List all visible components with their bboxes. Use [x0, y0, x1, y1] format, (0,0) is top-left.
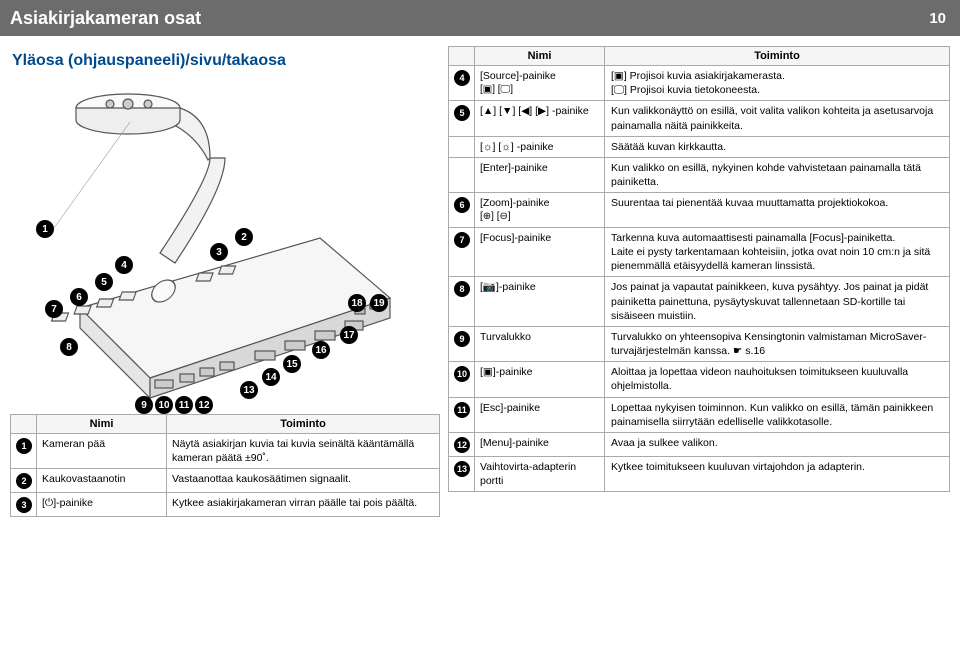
diagram-badge-1: 1 — [36, 220, 54, 238]
row-number: 7 — [449, 227, 475, 277]
diagram-badge-7: 7 — [45, 300, 63, 318]
row-number: 2 — [11, 469, 37, 493]
row-name: [Zoom]-painike[⊕] [⊖] — [475, 193, 605, 228]
row-number — [449, 136, 475, 157]
row-name: [☼] [☼] -painike — [475, 136, 605, 157]
table-row: 11[Esc]-painikeLopettaa nykyisen toiminn… — [449, 397, 950, 432]
row-desc: Kun valikko on esillä, nykyinen kohde va… — [605, 157, 950, 192]
th-blank-r — [449, 47, 475, 66]
row-number: 8 — [449, 277, 475, 327]
row-desc: Turvalukko on yhteensopiva Kensingtonin … — [605, 326, 950, 361]
row-number: 10 — [449, 362, 475, 397]
row-desc: Aloittaa ja lopettaa videon nauhoituksen… — [605, 362, 950, 397]
row-desc: Kytkee toimitukseen kuuluvan virtajohdon… — [605, 456, 950, 491]
diagram-badge-11: 11 — [175, 396, 193, 414]
table-row: 2KaukovastaanotinVastaanottaa kaukosääti… — [11, 469, 440, 493]
row-number: 3 — [11, 493, 37, 517]
diagram-badge-2: 2 — [235, 228, 253, 246]
page-title: Asiakirjakameran osat — [10, 8, 201, 29]
table-row: 10[▣]-painikeAloittaa ja lopettaa videon… — [449, 362, 950, 397]
row-number: 12 — [449, 432, 475, 456]
table-row: 5[▲] [▼] [◀] [▶] -painikeKun valikkonäyt… — [449, 101, 950, 136]
table-row: 1Kameran pääNäytä asiakirjan kuvia tai k… — [11, 434, 440, 469]
diagram-badge-5: 5 — [95, 273, 113, 291]
row-desc: Avaa ja sulkee valikon. — [605, 432, 950, 456]
diagram-badge-4: 4 — [115, 256, 133, 274]
row-number: 4 — [449, 66, 475, 101]
page-number: 10 — [929, 10, 946, 27]
table-row: [Enter]-painikeKun valikko on esillä, ny… — [449, 157, 950, 192]
diagram-badge-18: 18 — [348, 294, 366, 312]
row-name: [Esc]-painike — [475, 397, 605, 432]
table-row: 9TurvalukkoTurvalukko on yhteensopiva Ke… — [449, 326, 950, 361]
row-name: Turvalukko — [475, 326, 605, 361]
table-row: 12[Menu]-painikeAvaa ja sulkee valikon. — [449, 432, 950, 456]
table-row: 4[Source]-painike[▣] [🖵][▣] Projisoi kuv… — [449, 66, 950, 101]
table-row: 7[Focus]-painikeTarkenna kuva automaatti… — [449, 227, 950, 277]
diagram-badge-9: 9 — [135, 396, 153, 414]
table-row: 8[📷]-painikeJos painat ja vapautat paini… — [449, 277, 950, 327]
left-parts-table: Nimi Toiminto 1Kameran pääNäytä asiakirj… — [10, 414, 440, 517]
row-desc: Lopettaa nykyisen toiminnon. Kun valikko… — [605, 397, 950, 432]
row-name: Kameran pää — [37, 434, 167, 469]
row-number: 13 — [449, 456, 475, 491]
row-desc: Kun valikkonäyttö on esillä, voit valita… — [605, 101, 950, 136]
table-row: 6[Zoom]-painike[⊕] [⊖]Suurentaa tai pien… — [449, 193, 950, 228]
row-name: [⏻]-painike — [37, 493, 167, 517]
th-name: Nimi — [37, 415, 167, 434]
row-number: 9 — [449, 326, 475, 361]
th-blank — [11, 415, 37, 434]
diagram-badge-17: 17 — [340, 326, 358, 344]
row-desc: Kytkee asiakirjakameran virran päälle ta… — [167, 493, 440, 517]
device-diagram: 12345678910111213141516171819 — [10, 78, 430, 408]
diagram-badge-6: 6 — [70, 288, 88, 306]
row-name: [Source]-painike[▣] [🖵] — [475, 66, 605, 101]
table-row: 3[⏻]-painikeKytkee asiakirjakameran virr… — [11, 493, 440, 517]
diagram-badge-16: 16 — [312, 341, 330, 359]
th-name-r: Nimi — [475, 47, 605, 66]
row-name: [▲] [▼] [◀] [▶] -painike — [475, 101, 605, 136]
row-name: [Menu]-painike — [475, 432, 605, 456]
right-parts-table: Nimi Toiminto 4[Source]-painike[▣] [🖵][▣… — [448, 46, 950, 492]
page-header: Asiakirjakameran osat 10 — [0, 0, 960, 36]
row-desc: Jos painat ja vapautat painikkeen, kuva … — [605, 277, 950, 327]
row-number: 11 — [449, 397, 475, 432]
diagram-badge-12: 12 — [195, 396, 213, 414]
diagram-badge-14: 14 — [262, 368, 280, 386]
diagram-badge-19: 19 — [370, 294, 388, 312]
row-name: Vaihtovirta-adapterin portti — [475, 456, 605, 491]
diagram-badge-3: 3 — [210, 243, 228, 261]
table-row: 13Vaihtovirta-adapterin porttiKytkee toi… — [449, 456, 950, 491]
row-number: 6 — [449, 193, 475, 228]
diagram-badge-15: 15 — [283, 355, 301, 373]
th-func-r: Toiminto — [605, 47, 950, 66]
row-desc: Säätää kuvan kirkkautta. — [605, 136, 950, 157]
row-name: [Enter]-painike — [475, 157, 605, 192]
diagram-badge-10: 10 — [155, 396, 173, 414]
row-number: 1 — [11, 434, 37, 469]
row-desc: Suurentaa tai pienentää kuvaa muuttamatt… — [605, 193, 950, 228]
row-number — [449, 157, 475, 192]
row-desc: [▣] Projisoi kuvia asiakirjakamerasta.[🖵… — [605, 66, 950, 101]
th-func: Toiminto — [167, 415, 440, 434]
row-name: [▣]-painike — [475, 362, 605, 397]
section-subtitle: Yläosa (ohjauspaneeli)/sivu/takaosa — [12, 52, 440, 70]
row-number: 5 — [449, 101, 475, 136]
row-desc: Tarkenna kuva automaattisesti painamalla… — [605, 227, 950, 277]
row-name: Kaukovastaanotin — [37, 469, 167, 493]
table-row: [☼] [☼] -painikeSäätää kuvan kirkkautta. — [449, 136, 950, 157]
row-name: [Focus]-painike — [475, 227, 605, 277]
row-desc: Näytä asiakirjan kuvia tai kuvia seinält… — [167, 434, 440, 469]
row-name: [📷]-painike — [475, 277, 605, 327]
diagram-badge-13: 13 — [240, 381, 258, 399]
diagram-badge-8: 8 — [60, 338, 78, 356]
row-desc: Vastaanottaa kaukosäätimen signaalit. — [167, 469, 440, 493]
